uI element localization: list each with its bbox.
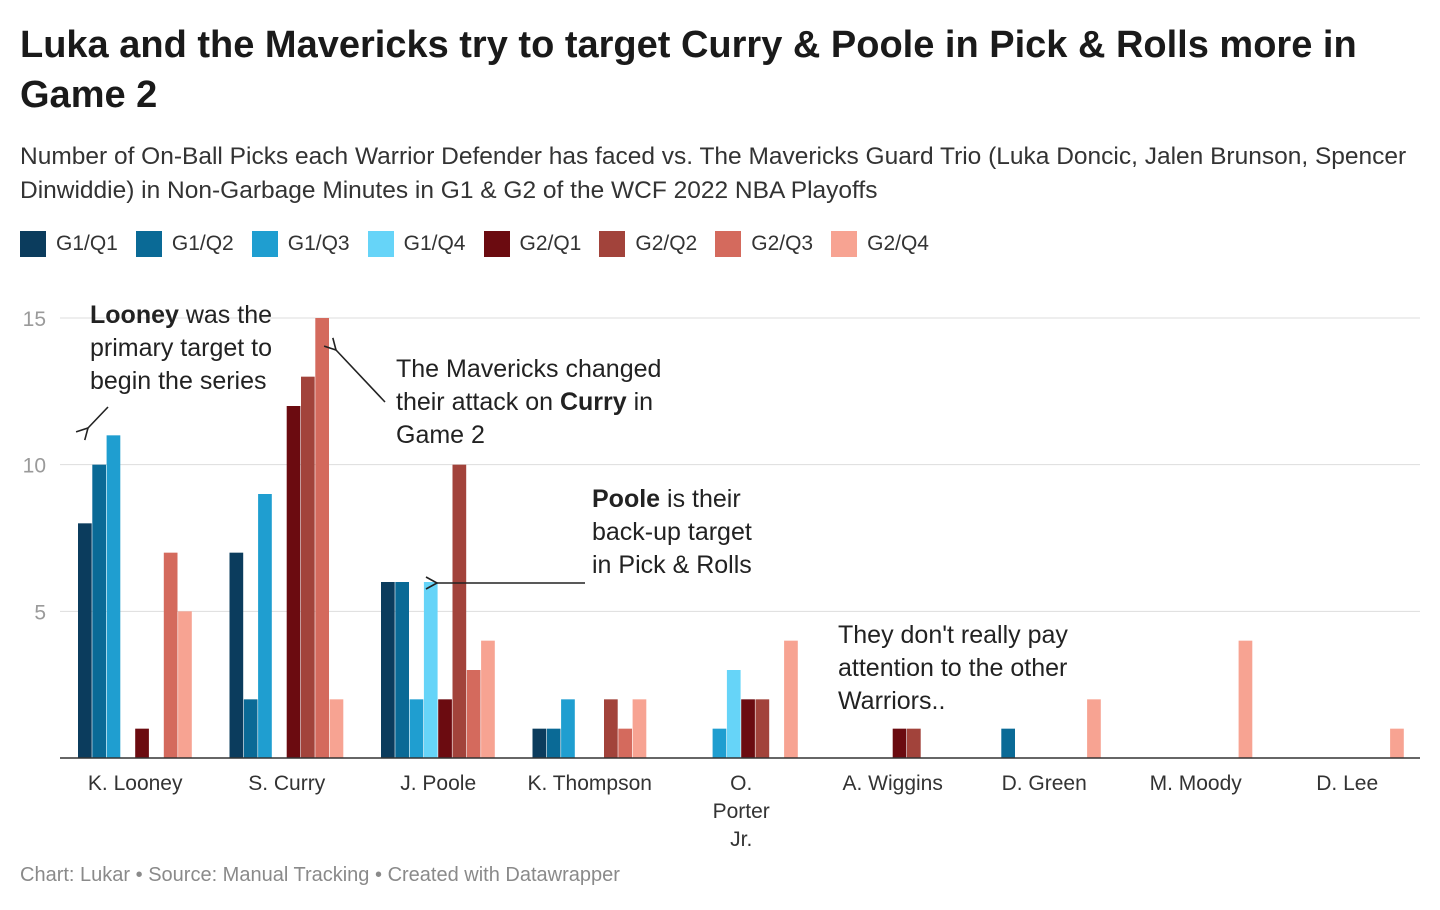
legend-swatch — [715, 231, 742, 257]
legend-label: G2/Q1 — [519, 232, 582, 255]
bar — [92, 464, 106, 758]
bar — [395, 582, 409, 758]
y-tick-label: 5 — [34, 601, 46, 624]
legend-item: G2/Q2 — [599, 231, 697, 257]
legend-label: G1/Q3 — [287, 232, 350, 255]
bar — [438, 699, 452, 758]
x-tick-label: O. Porter Jr. — [713, 772, 770, 850]
x-tick-label: K. Thompson — [527, 772, 652, 795]
bar — [784, 640, 798, 758]
bar — [381, 582, 395, 758]
legend-item: G2/Q1 — [483, 231, 582, 257]
bar — [604, 699, 618, 758]
annotation-text: The Mavericks changed their attack on Cur… — [396, 355, 661, 449]
footer-separator: • — [135, 864, 143, 886]
x-axis-labels: K. Looney S. Curry J. Poole K. Thompson O. Po… — [88, 772, 1378, 850]
bar — [892, 728, 907, 758]
bar — [78, 523, 92, 758]
bar — [329, 699, 344, 758]
legend-swatch — [367, 231, 394, 257]
legend-item: G2/Q3 — [715, 231, 813, 257]
x-tick-label: J. Poole — [400, 772, 476, 795]
bar — [409, 699, 424, 758]
x-tick-label: A. Wiggins — [843, 772, 943, 795]
footer-created-with: Created with Datawrapper — [387, 864, 620, 886]
bar — [1087, 699, 1101, 758]
legend-label: G1/Q1 — [56, 232, 118, 255]
legend-item: G1/Q3 — [251, 231, 350, 257]
legend-label: G2/Q4 — [867, 232, 929, 255]
bar — [423, 582, 438, 758]
annotation-arrow — [336, 350, 386, 403]
bar — [106, 435, 121, 758]
legend-label: G2/Q2 — [635, 232, 698, 255]
legend-swatch — [135, 231, 162, 257]
annotation-text: They don't really pay attention to the ot… — [838, 621, 1068, 715]
bar — [1390, 728, 1404, 758]
legend-swatch — [831, 231, 858, 257]
legend: G1/Q1 G1/Q2 G1/Q3 G1/Q4 G2/Q1 G2/Q2 G2/Q3 G2/Q4 — [20, 230, 947, 258]
annotation-text: Poole is their back-up target in Pick & Ro… — [592, 485, 752, 579]
footer: Chart: Lukar • Source: Manual Tracking •… — [20, 864, 620, 887]
y-tick-label: 10 — [23, 455, 46, 478]
bar — [135, 728, 149, 758]
footer-separator: • — [375, 864, 383, 886]
bar — [632, 699, 647, 758]
annotation-arrow — [88, 406, 109, 428]
x-tick-label: D. Lee — [1316, 772, 1378, 795]
bar-chart: 5 10 15 K. Looney S. Curry J. Poole K. Thomps… — [23, 301, 1420, 850]
legend-label: G1/Q4 — [403, 232, 466, 255]
bar — [726, 670, 741, 758]
footer-chart-credit: Chart: Lukar — [20, 864, 131, 886]
x-tick-label: S. Curry — [248, 772, 326, 795]
bar — [452, 464, 467, 758]
x-tick-label: K. Looney — [88, 772, 183, 795]
x-tick-label: M. Moody — [1150, 772, 1243, 795]
bar — [561, 699, 575, 758]
legend-label: G2/Q3 — [751, 232, 814, 255]
bar — [618, 728, 632, 758]
bar — [466, 670, 481, 758]
bar — [229, 552, 244, 758]
bar — [301, 376, 315, 758]
bar — [532, 728, 547, 758]
y-axis-ticks: 5 10 15 — [23, 308, 46, 624]
bars — [78, 318, 1404, 758]
legend-item: G1/Q1 — [20, 231, 118, 257]
legend-swatch — [599, 231, 626, 257]
footer-source: Source: Manual Tracking — [148, 864, 370, 886]
bar — [741, 699, 755, 758]
y-tick-label: 15 — [23, 308, 46, 331]
legend-swatch — [20, 231, 46, 257]
legend-swatch — [251, 231, 278, 257]
annotations: Looney was the primary target to begin the… — [88, 301, 1068, 715]
gridlines — [60, 317, 1420, 612]
legend-item: G2/Q4 — [831, 231, 929, 257]
bar — [178, 611, 192, 758]
bar — [1001, 728, 1015, 758]
bar — [546, 728, 561, 758]
bar — [712, 728, 727, 758]
x-tick-label: D. Green — [1002, 772, 1087, 795]
legend-item: G1/Q4 — [367, 231, 466, 257]
annotation-text: Looney was the primary target to begin the… — [90, 301, 272, 395]
legend-swatch — [483, 231, 510, 257]
bar — [258, 494, 272, 758]
bar — [163, 552, 178, 758]
bar — [243, 699, 258, 758]
bar — [1238, 640, 1253, 758]
chart-title: Luka and the Mavericks try to target Cur… — [20, 24, 1357, 116]
legend-label: G1/Q2 — [171, 232, 234, 255]
bar — [755, 699, 770, 758]
bar — [907, 728, 921, 758]
bar — [481, 640, 495, 758]
legend-item: G1/Q2 — [135, 231, 234, 257]
chart-subtitle: Number of On-Ball Picks each Warrior Def… — [20, 143, 1407, 204]
bar — [315, 318, 329, 758]
bar — [286, 406, 301, 758]
